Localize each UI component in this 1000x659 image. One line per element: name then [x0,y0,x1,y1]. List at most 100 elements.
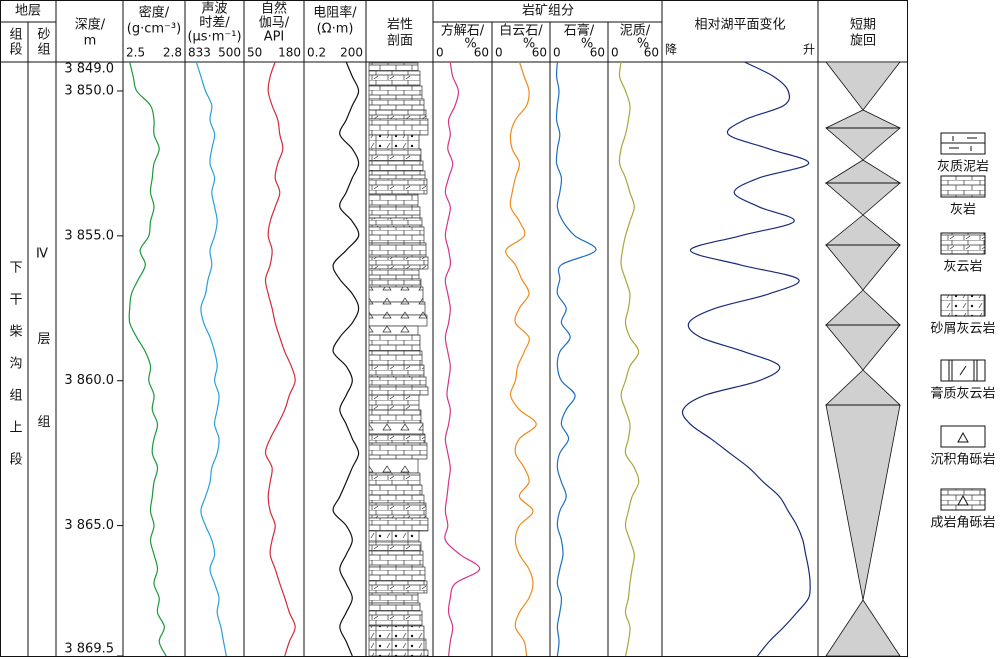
track-title: API [264,30,285,45]
cycle-triangle [825,244,901,291]
legend-label: 膏质灰云岩 [930,386,995,402]
log-curve [128,61,167,657]
x-tick-label: 0 [611,46,619,60]
legend-label: 成岩角砾岩 [930,516,995,531]
track-title: 自然 [261,1,287,17]
x-tick-label: 0 [495,46,503,60]
cycle-title: 短期 [850,18,876,33]
x-tick-label: 60 [532,46,547,60]
track-title: (g·cm⁻³) [127,22,181,37]
strata-title: 地层 [15,4,41,19]
legend-label: 砂屑灰云岩 [930,322,995,337]
lithology-layer [368,530,420,543]
formation-name: 下干柴沟组上段 [7,260,23,484]
lithology-layer [368,350,423,366]
legend-item: 砂屑灰云岩 [930,294,996,337]
lithology-layer [368,502,427,519]
lithology-layer [368,484,423,496]
track-title: 时差/ [199,16,230,31]
track-title: 泥质/ [620,24,651,39]
x-tick-label: 833 [188,46,211,60]
lithology-layer [368,649,429,657]
lithology-layer [368,442,428,460]
lithology-layer [368,566,426,582]
lithology-layer [368,206,421,219]
track-title: % [464,37,476,52]
depth-tick-label: 3 855.0 [64,228,114,243]
depth-title: m [84,34,97,49]
lithology-layer [368,541,422,552]
legend-symbol [948,360,978,381]
lithology-title: 剖面 [387,34,413,49]
log-curve [555,61,597,657]
legend-label: 灰云岩 [943,260,982,275]
log-curve [195,61,227,657]
lithology-layer [368,638,427,651]
legend-symbol [941,136,985,151]
legend-item: 成岩角砾岩 [930,488,996,531]
mineral-group-title: 岩矿组分 [522,4,574,19]
depth-tick-label: 3 869.5 [64,642,114,657]
lithology-layer [368,217,423,228]
x-tick-label: 60 [474,46,489,60]
lithology-layer [368,610,423,627]
cycle-title: 旋回 [850,34,876,49]
depth-tick-label: 3 865.0 [64,518,114,533]
lithology-layer [368,226,425,244]
x-tick-label: 200 [340,46,363,60]
legend-label: 沉积角砾岩 [930,453,995,468]
legend-symbol [957,494,969,506]
lithology-layer [368,394,420,411]
legend-symbol [957,431,969,443]
x-tick-label: 0.2 [307,46,326,60]
lithology-layer [368,193,419,208]
lithology-layer [368,170,426,180]
lithology-layer [368,278,422,288]
log-curve [681,61,811,657]
lithology-layer [368,433,426,444]
cycle-triangle [824,289,902,326]
lithology-layer [368,580,428,594]
x-tick-label: 50 [247,46,262,60]
lithology-layer [368,625,425,640]
sand-group-header: 砂组 [35,27,51,57]
legend-symbol [940,294,986,317]
legend-item: 灰质泥岩 [937,132,989,175]
cycle-triangle [824,214,902,246]
cycle-triangle [824,369,902,406]
cycle-triangle [824,159,902,184]
x-tick-label: 升 [803,43,815,57]
cycle-triangle [825,404,901,601]
lithology-layer [368,85,423,100]
track-title: % [523,37,535,52]
lithology-layer [368,386,429,396]
lithology-layer [368,325,419,336]
lithology-layer [368,592,419,604]
legend-item: 膏质灰云岩 [930,359,996,402]
log-curve [618,61,640,657]
track-title: (μs·m⁻¹) [187,30,241,45]
depth-tick-label: 3 850.0 [64,83,114,98]
legend-symbol [940,175,986,198]
track-title: 白云石/ [499,23,543,39]
lithology-layer [368,301,426,316]
legend-symbol [940,232,986,255]
x-tick-label: 降 [665,43,677,57]
lithology-layer [368,62,419,72]
x-tick-label: 2.8 [163,46,182,60]
cycle-triangle [824,182,902,216]
x-tick-label: 500 [218,46,241,60]
legend-item: 沉积角砾岩 [930,425,996,468]
lithology-layer [368,134,420,150]
log-curve [332,61,360,657]
lithology-layer [368,286,424,303]
track-title: 石膏/ [564,23,595,39]
lithology-layer [368,256,429,270]
depth-tick-label: 3 849.0 [64,62,114,77]
lithology-layer [368,334,421,352]
lithology-title: 岩性 [387,18,413,33]
lithology-layer [368,472,421,486]
lithology-layer [368,109,427,120]
x-tick-label: 60 [590,46,605,60]
depth-tick-label: 3 860.0 [64,373,114,388]
